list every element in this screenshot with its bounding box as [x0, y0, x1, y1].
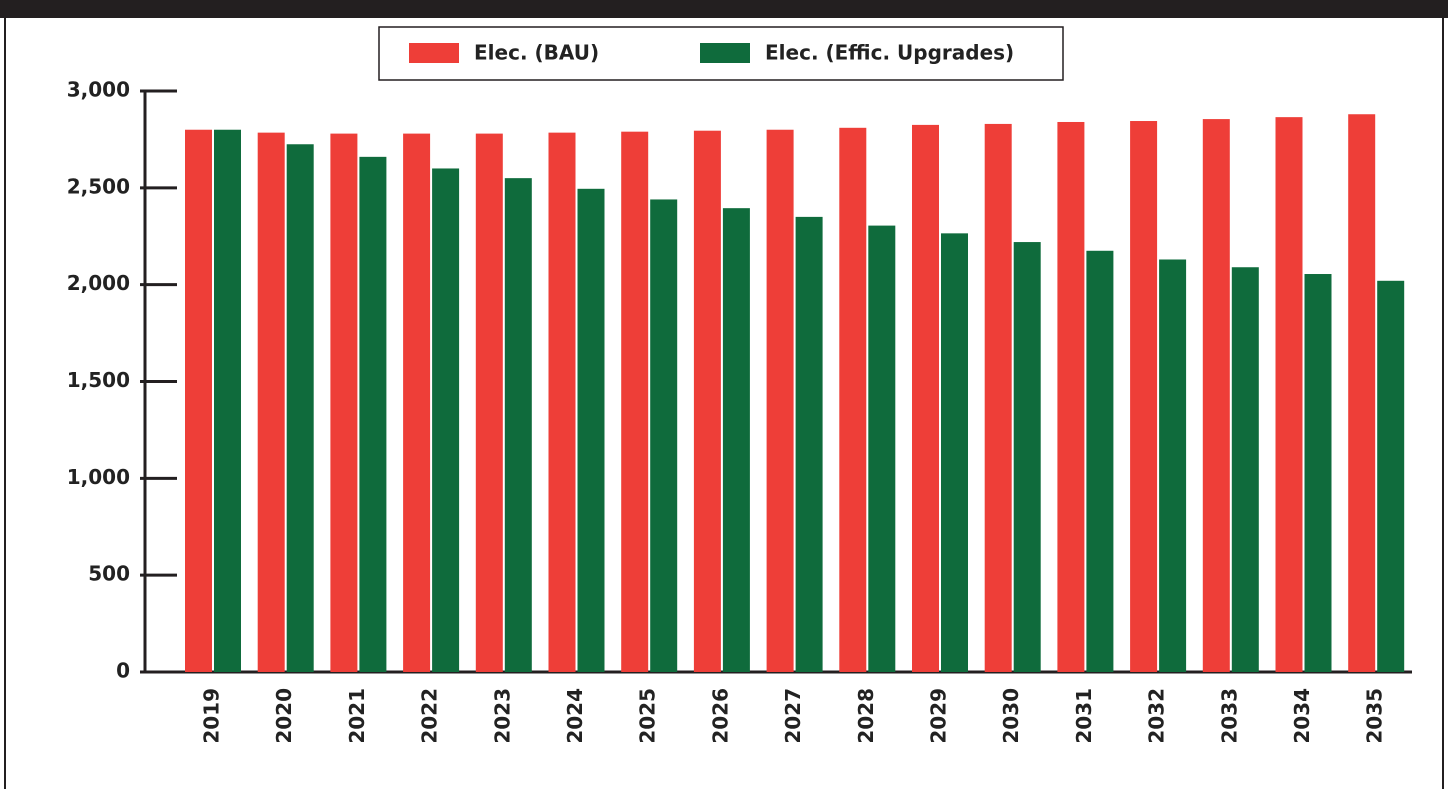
y-tick-label: 500: [88, 562, 130, 586]
bar: [1057, 121, 1085, 672]
legend-label: Elec. (Effic. Upgrades): [765, 41, 1014, 65]
bar: [475, 133, 503, 672]
bar: [984, 123, 1012, 672]
x-tick-label: 2028: [854, 688, 878, 744]
bar: [1231, 267, 1259, 672]
bar: [1130, 121, 1158, 673]
x-tick-label: 2021: [345, 688, 369, 744]
bar: [693, 130, 721, 672]
bar: [621, 131, 649, 673]
y-tick-label: 3,000: [67, 78, 130, 102]
y-tick-label: 2,000: [67, 271, 130, 295]
legend-label: Elec. (BAU): [474, 41, 599, 65]
x-tick-label: 2035: [1363, 688, 1387, 744]
x-tick-label: 2026: [708, 688, 732, 744]
bar: [941, 233, 968, 672]
bar: [403, 133, 431, 672]
x-tick-label: 2029: [927, 688, 951, 744]
bar: [214, 129, 241, 672]
bar: [839, 127, 867, 672]
top-bar: [0, 0, 1448, 18]
y-tick-label: 0: [116, 659, 130, 683]
x-tick-label: 2031: [1072, 688, 1096, 744]
bar: [1275, 117, 1303, 672]
bar: [548, 132, 576, 673]
x-tick-label: 2032: [1145, 688, 1169, 744]
x-tick-label: 2034: [1290, 688, 1314, 744]
bar: [286, 144, 314, 673]
bar: [1348, 114, 1376, 673]
y-tick-label: 1,500: [67, 368, 130, 392]
x-tick-label: 2022: [418, 688, 442, 744]
x-tick-label: 2019: [200, 688, 224, 744]
x-tick-label: 2025: [636, 688, 660, 744]
bar: [577, 188, 605, 672]
x-tick-label: 2023: [490, 688, 514, 744]
legend-swatch: [409, 43, 459, 63]
x-tick-label: 2033: [1217, 688, 1241, 744]
bar: [722, 208, 750, 672]
x-tick-label: 2020: [272, 688, 296, 744]
bar: [504, 178, 532, 672]
y-tick-label: 1,000: [67, 465, 130, 489]
x-tick-label: 2030: [999, 688, 1023, 744]
bar: [257, 132, 285, 673]
bar: [185, 129, 212, 672]
x-tick-label: 2027: [781, 688, 805, 744]
bar: [795, 216, 823, 672]
bar: [766, 129, 794, 672]
bar: [1377, 280, 1405, 672]
bar: [1086, 250, 1114, 672]
bar: [1013, 242, 1041, 672]
bar: [650, 199, 678, 672]
bar: [912, 124, 939, 673]
bar: [359, 156, 387, 672]
bar: [1159, 259, 1187, 672]
bar: [1304, 274, 1332, 672]
bar: [1202, 119, 1230, 672]
legend-swatch: [700, 43, 750, 63]
y-tick-label: 2,500: [67, 174, 130, 198]
bar: [330, 133, 358, 672]
bar: [868, 225, 896, 672]
bar: [432, 168, 460, 672]
x-tick-label: 2024: [563, 688, 587, 744]
